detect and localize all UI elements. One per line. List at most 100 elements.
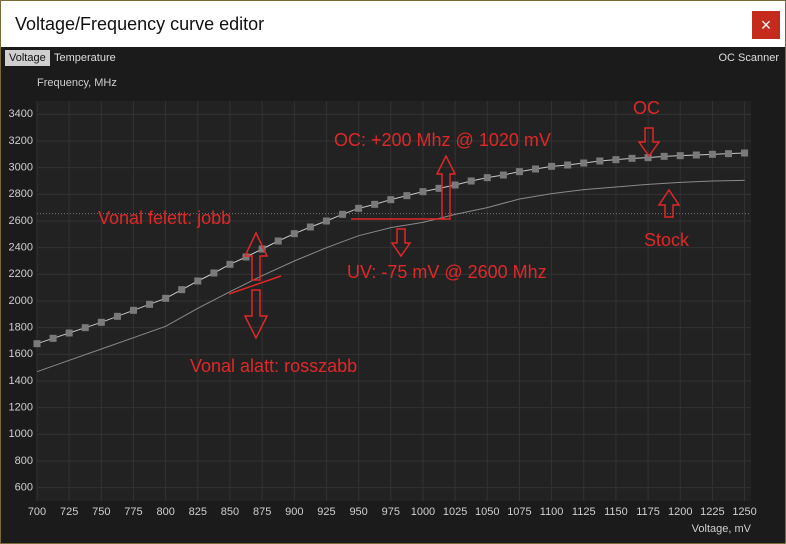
voltage-tab[interactable]: Voltage [5, 50, 50, 66]
curve-point [564, 161, 572, 169]
curve-point [258, 245, 266, 253]
curve-point [65, 329, 73, 337]
curve-point [129, 306, 137, 314]
x-tick-label: 1025 [443, 506, 467, 518]
curve-point [660, 152, 668, 160]
y-tick-label: 2600 [9, 215, 33, 227]
y-tick-label: 3200 [9, 135, 33, 147]
curve-point [33, 340, 41, 348]
curve-point [628, 154, 636, 162]
y-tick-label: 800 [15, 455, 33, 467]
x-tick-label: 850 [221, 506, 239, 518]
y-tick-label: 3000 [9, 162, 33, 174]
down-arrow [637, 127, 661, 158]
x-tick-label: 1100 [540, 506, 564, 518]
x-tick-label: 800 [156, 506, 174, 518]
x-tick-label: 975 [382, 506, 400, 518]
curve-point [49, 334, 57, 342]
curve-point [339, 210, 347, 218]
annotation: UV: -75 mV @ 2600 Mhz [347, 262, 547, 282]
curve-point [724, 150, 732, 158]
curve-point [274, 237, 282, 245]
curve-point [113, 312, 121, 320]
curve-point [226, 260, 234, 268]
close-button[interactable]: × [752, 11, 780, 39]
curve-point [596, 157, 604, 165]
x-tick-label: 725 [60, 506, 78, 518]
annotation: Vonal alatt: rosszabb [190, 356, 357, 376]
curve-point [371, 200, 379, 208]
curve-point [210, 269, 218, 277]
curve-point [306, 223, 314, 231]
curve-point [532, 165, 540, 173]
curve-point [322, 217, 330, 225]
curve-point [403, 192, 411, 200]
y-tick-label: 2000 [9, 295, 33, 307]
y-tick-label: 2400 [9, 242, 33, 254]
series-label: Stock [644, 230, 690, 250]
curve-point [676, 152, 684, 160]
tab-bar: Voltage Temperature OC Scanner [1, 47, 785, 68]
curve-point [708, 150, 716, 158]
y-tick-label: 1800 [9, 322, 33, 334]
curve-point [515, 168, 523, 176]
x-tick-label: 900 [285, 506, 303, 518]
annotations [228, 127, 681, 340]
up-arrow [435, 154, 457, 220]
window-title: Voltage/Frequency curve editor [15, 14, 265, 34]
curve-point [290, 230, 298, 238]
y-tick-label: 3400 [9, 108, 33, 120]
curve-point [242, 253, 250, 261]
y-tick-label: 2200 [9, 268, 33, 280]
curve-point [483, 174, 491, 182]
y-tick-label: 600 [15, 482, 33, 494]
x-tick-label: 1075 [507, 506, 531, 518]
series-label: OC [633, 98, 660, 118]
curve-point [692, 151, 700, 159]
x-tick-label: 750 [92, 506, 110, 518]
up-arrow [657, 188, 681, 218]
y-tick-label: 1000 [9, 428, 33, 440]
annotation: Vonal felett: jobb [98, 208, 231, 228]
curve-point [97, 318, 105, 326]
grid [36, 101, 751, 501]
title-bar: Voltage/Frequency curve editor × [1, 1, 785, 47]
curve-point [644, 154, 652, 162]
curve-point [451, 181, 459, 189]
x-tick-label: 700 [28, 506, 46, 518]
curve-point [178, 286, 186, 294]
x-tick-label: 1175 [636, 506, 660, 518]
temperature-tab[interactable]: Temperature [54, 52, 116, 64]
curve-point [162, 294, 170, 302]
annotation: OC: +200 Mhz @ 1020 mV [334, 130, 551, 150]
x-tick-label: 925 [317, 506, 335, 518]
chart: Frequency, MHz Voltage, mV OC: +200 Mhz … [9, 77, 757, 535]
curve-point [612, 156, 620, 164]
y-axis-label: Frequency, MHz [37, 77, 117, 89]
down-arrow [390, 228, 412, 258]
y-tick-label: 2800 [9, 188, 33, 200]
curve-line [36, 179, 745, 373]
x-tick-label: 1050 [475, 506, 499, 518]
x-tick-label: 775 [124, 506, 142, 518]
curve-point [580, 159, 588, 167]
y-tick-label: 1200 [9, 402, 33, 414]
x-axis-label: Voltage, mV [692, 523, 752, 535]
x-tick-label: 875 [253, 506, 271, 518]
curve-point [81, 324, 89, 332]
curve-point [419, 188, 427, 196]
x-tick-label: 1000 [411, 506, 435, 518]
x-tick-label: 950 [349, 506, 367, 518]
curve-point [194, 277, 202, 285]
oc-scanner-button[interactable]: OC Scanner [718, 52, 779, 64]
curve-point [435, 184, 443, 192]
x-tick-label: 1225 [700, 506, 724, 518]
curve-point [467, 177, 475, 185]
down-arrow [243, 289, 269, 340]
curve-point [741, 149, 749, 157]
curve-point [355, 204, 363, 212]
up-arrow [243, 231, 269, 281]
curve-point [499, 171, 507, 179]
x-tick-label: 825 [189, 506, 207, 518]
